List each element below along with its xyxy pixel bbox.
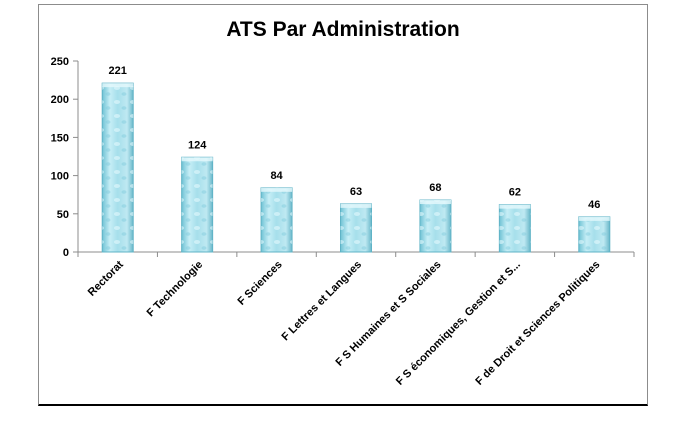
y-tick-label: 200 <box>51 94 69 106</box>
bar-top-highlight <box>578 216 610 221</box>
bar-texture <box>181 157 213 252</box>
bar-texture <box>340 203 372 252</box>
y-tick-label: 250 <box>51 56 69 68</box>
bar-top-highlight <box>102 83 134 88</box>
data-label: 124 <box>188 139 207 151</box>
bar-texture <box>419 200 451 252</box>
data-label: 62 <box>509 187 521 199</box>
x-tick-label: F Sciences <box>236 259 285 308</box>
data-label: 84 <box>270 170 283 182</box>
bar-texture <box>102 83 134 252</box>
bar-top-highlight <box>181 157 213 162</box>
x-tick-label: F de Droit et Sciences Politiques <box>473 259 602 388</box>
y-tick-label: 100 <box>51 171 69 183</box>
bar-top-highlight <box>261 187 293 192</box>
data-label: 68 <box>429 182 441 194</box>
y-tick-label: 0 <box>63 247 69 259</box>
bars <box>101 82 611 253</box>
x-tick-label: F S économiques, Gestion et S... <box>394 259 523 388</box>
x-tick-label: F Lettres et Langues <box>280 259 365 344</box>
bar-top-highlight <box>419 200 451 205</box>
axes: 0 50 100 150 200 250 <box>51 56 635 259</box>
bar-texture <box>261 187 293 252</box>
data-label: 46 <box>588 199 600 211</box>
bar-top-highlight <box>340 203 372 208</box>
x-tick-label: F Technologie <box>145 259 206 320</box>
bar-top-highlight <box>499 204 531 209</box>
x-tick-label: Rectorat <box>86 258 126 298</box>
y-tick-label: 50 <box>57 209 69 221</box>
bar-texture <box>578 216 610 252</box>
chart-title: ATS Par Administration <box>226 18 460 41</box>
data-label: 221 <box>109 65 127 77</box>
bar-texture <box>499 204 531 252</box>
y-tick-label: 150 <box>51 132 69 144</box>
data-label: 63 <box>350 186 362 198</box>
